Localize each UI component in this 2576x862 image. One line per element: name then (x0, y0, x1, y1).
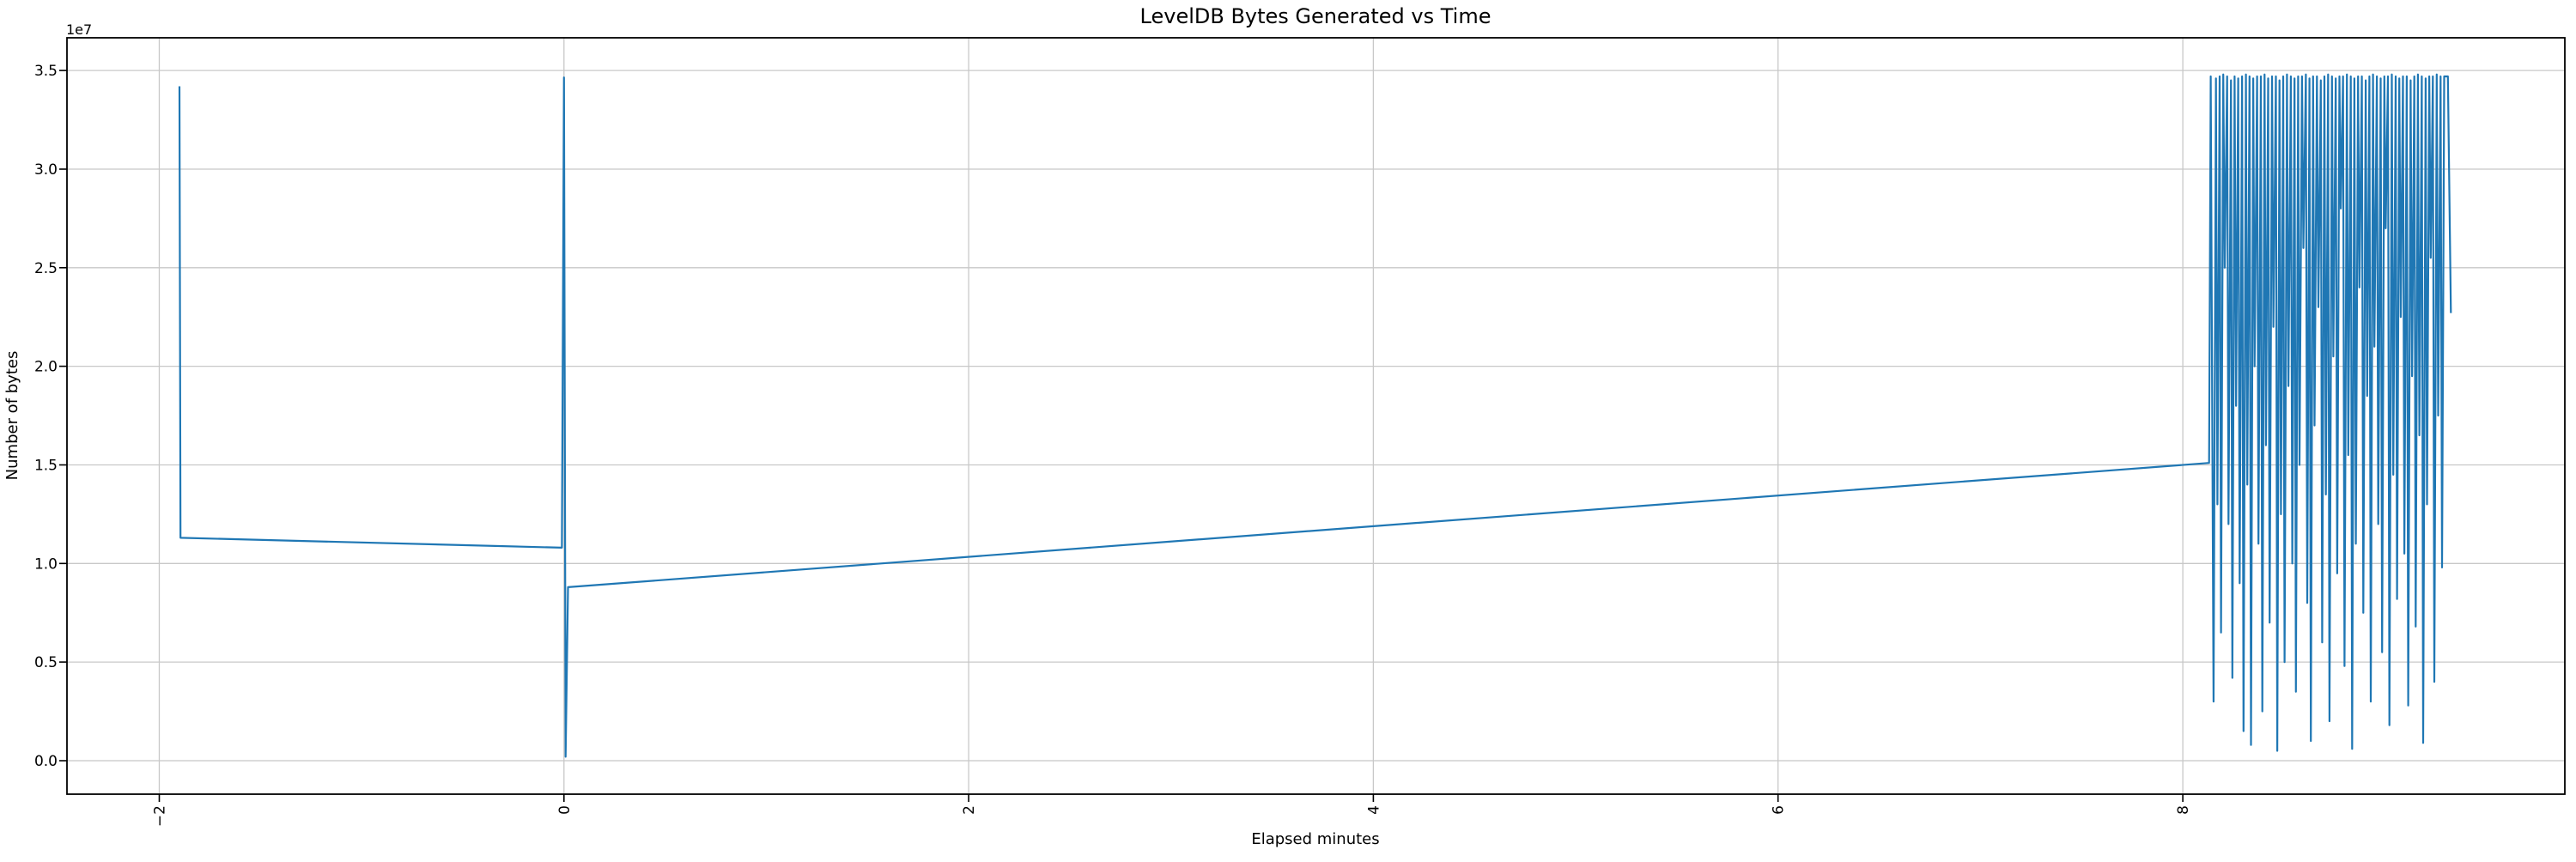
series-line (178, 73, 2452, 758)
y-tick-label: 1.0 (34, 555, 58, 573)
y-axis-label: Number of bytes (3, 351, 21, 481)
x-axis-label: Elapsed minutes (1251, 830, 1379, 848)
y-tick-label: 3.5 (34, 63, 58, 80)
plot-border (66, 37, 2566, 795)
x-tick-label: 0 (556, 805, 574, 815)
tick-marks (59, 70, 2184, 802)
y-tick-label: 2.0 (34, 359, 58, 376)
y-tick-label: 3.0 (34, 161, 58, 179)
x-tick-label: −2 (152, 805, 169, 827)
x-tick-label: 6 (1771, 805, 1788, 815)
tick-labels: −2 0 2 4 6 8 0.0 0.5 1.0 1.5 2.0 2.5 3.0 3.5 (34, 63, 2192, 827)
gridlines (67, 38, 2565, 794)
y-tick-label: 2.5 (34, 260, 58, 277)
x-tick-label: 8 (2175, 805, 2192, 815)
y-tick-label: 0.5 (34, 654, 58, 671)
x-tick-label: 4 (1365, 805, 1382, 815)
y-offset-text: 1e7 (66, 21, 92, 38)
y-tick-label: 1.5 (34, 458, 58, 475)
chart-title: LevelDB Bytes Generated vs Time (1140, 4, 1492, 28)
x-tick-label: 2 (961, 805, 978, 815)
y-tick-label: 0.0 (34, 753, 58, 770)
